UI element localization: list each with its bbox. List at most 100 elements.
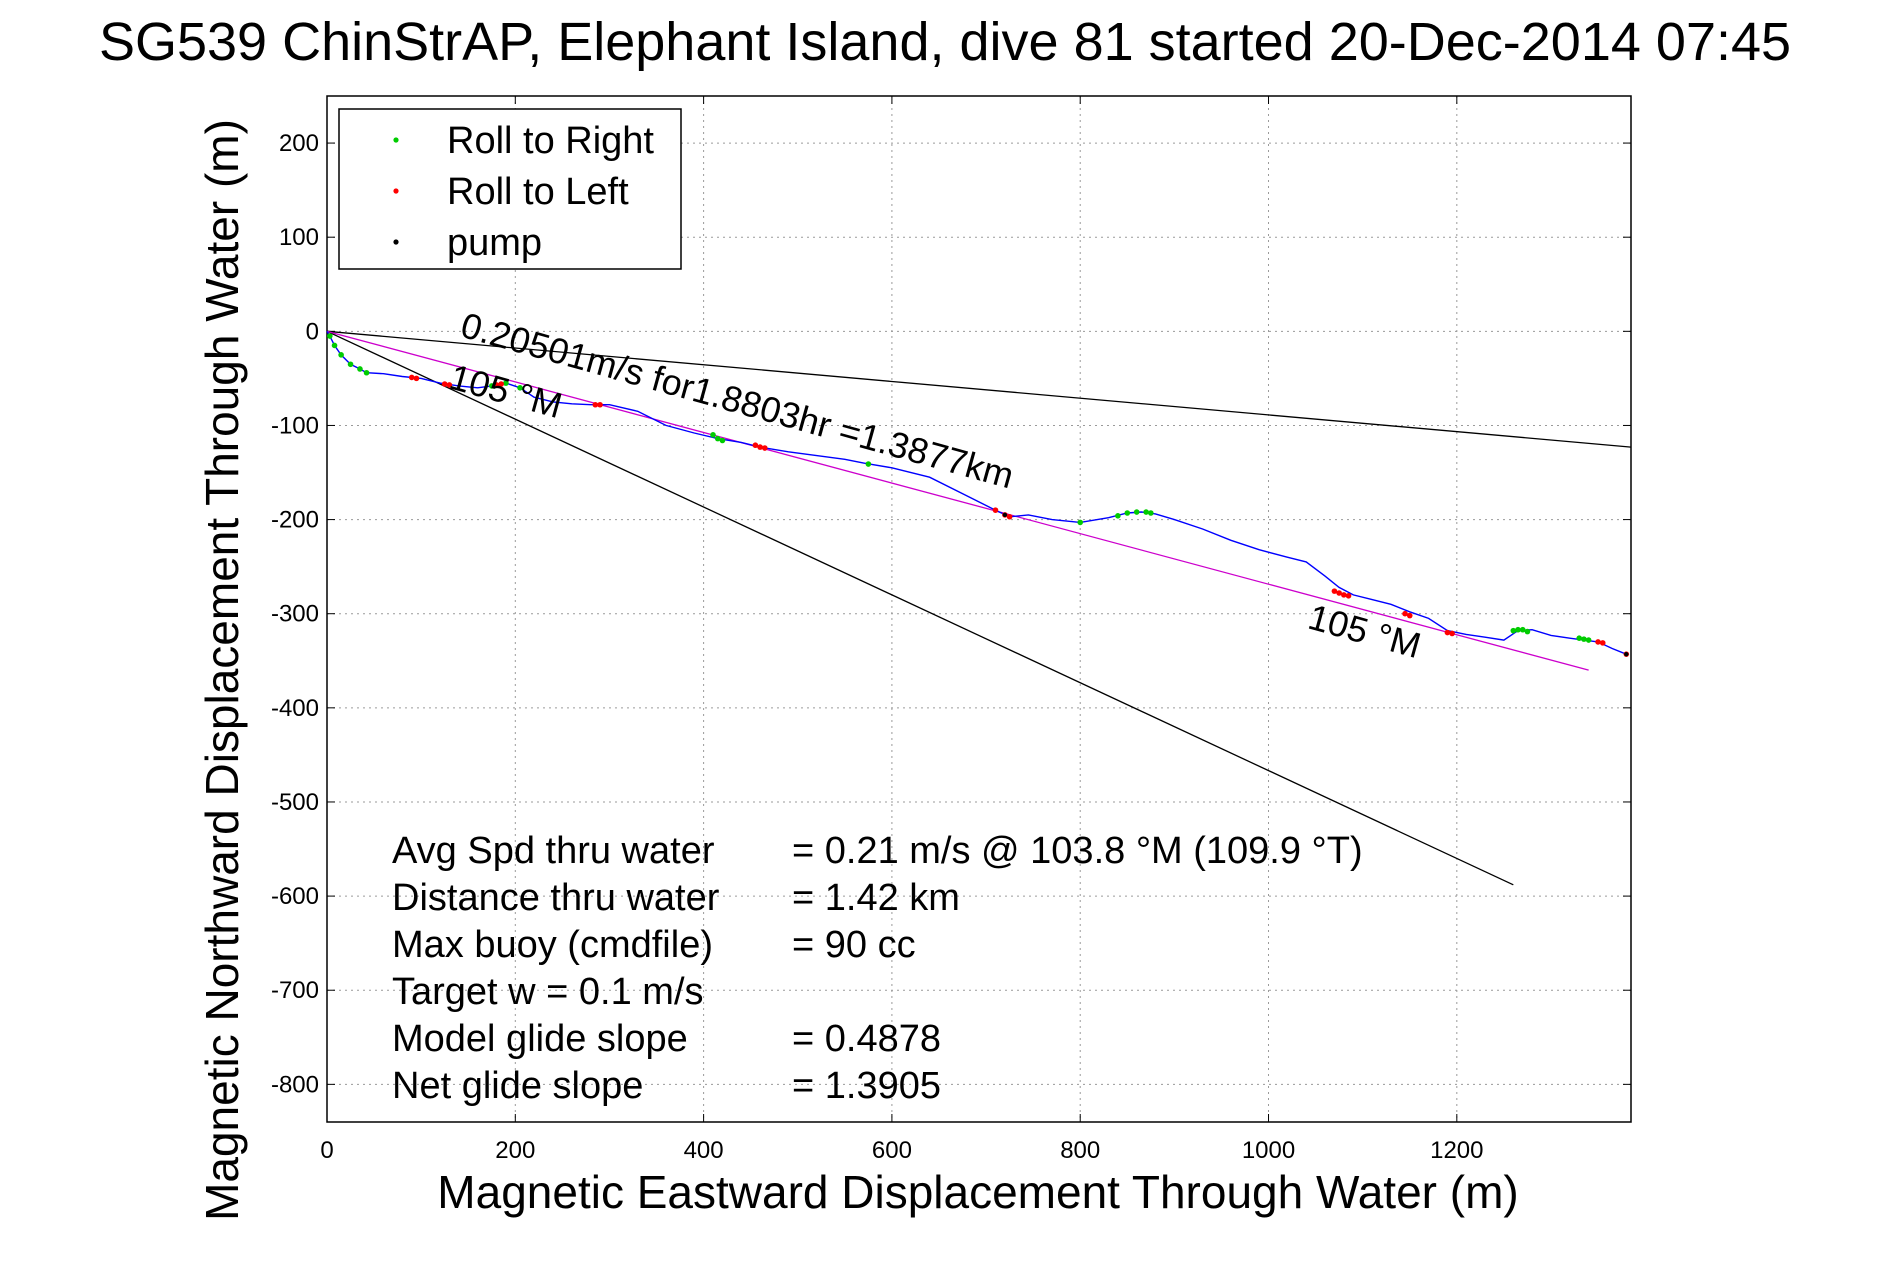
roll-right-point [517,384,523,391]
roll-right-point [347,361,354,368]
legend-label: pump [447,222,542,264]
stat-label: Model glide slope [392,1018,688,1060]
roll-left-point [1341,592,1347,598]
roll-points [327,333,1630,657]
roll-left-point [992,507,999,513]
legend-label: Roll to Left [447,171,629,213]
y-tick-label: -200 [271,507,319,534]
track-layer [326,330,1627,655]
roll-right-point [1576,635,1583,641]
roll-left-point [446,382,453,388]
roll-right-point [1524,628,1531,635]
x-tick-labels: 0 200 400 600 800 1000 1200 [320,1137,1483,1164]
roll-right-point [1077,519,1084,526]
y-tick-label: 100 [279,224,319,251]
roll-right-point [1143,509,1149,515]
roll-left-point [1449,630,1455,637]
y-tick-label: -700 [271,977,319,1004]
y-tick-label: -100 [271,412,319,439]
plot-frame [326,95,1632,1123]
roll-left-point [1402,610,1408,617]
x-tick-label: 0 [320,1137,333,1164]
stat-value: = 90 cc [792,924,916,966]
roll-right-point [357,366,363,372]
roll-right-point [1124,510,1131,516]
stat-value: = 0.21 m/s @ 103.8 °M (109.9 °T) [792,830,1363,872]
y-tick-label: -500 [271,789,319,816]
x-tick-label: 1000 [1242,1137,1295,1164]
track-line [326,330,1627,655]
roll-right-point [1133,509,1140,515]
roll-left-point [493,382,500,388]
legend-label: Roll to Right [447,120,654,162]
tick-marks [326,96,1631,1122]
roll-right-point [1115,513,1121,519]
legend: Roll to Right Roll to Left pump [338,108,682,270]
roll-left-point [1331,588,1338,594]
roll-left-point [752,442,759,449]
roll-left-point [1444,629,1451,636]
roll-left-point [413,375,420,382]
roll-right-point [1510,627,1517,634]
stat-label: Max buoy (cmdfile) [392,924,713,966]
roll-right-point [1581,636,1587,642]
roll-right-point [714,435,721,442]
roll-left-point [1006,513,1013,520]
roll-left-point [597,401,603,408]
pump-point [1624,651,1629,657]
roll-right-point [331,342,338,349]
stat-value: = 1.3905 [792,1065,941,1107]
stat-label: Target w = 0.1 m/s [392,971,704,1013]
x-tick-label: 1200 [1430,1137,1483,1164]
chart-title: SG539 ChinStrAP, Elephant Island, dive 8… [99,12,1791,72]
roll-right-point [1585,637,1592,643]
roll-left-point [1406,612,1413,619]
roll-right-point [865,461,872,467]
y-tick-label: 0 [306,318,319,345]
roll-left-point [1595,639,1601,645]
y-axis-label: Magnetic Northward Displacement Through … [196,119,248,1221]
legend-marker [393,137,399,143]
roll-left-point [408,374,415,381]
y-tick-label: -400 [271,695,319,722]
roll-left-point [498,381,504,387]
roll-left-point [762,445,768,451]
roll-left-point [1336,590,1342,596]
stat-value: = 0.4878 [792,1018,941,1060]
pump-point [1002,512,1008,518]
stat-label: Distance thru water [392,877,720,919]
roll-right-point [1515,626,1521,633]
x-tick-label: 800 [1060,1137,1100,1164]
roll-right-point [338,352,344,358]
heading-line [326,330,1589,671]
roll-right-point [488,383,495,389]
roll-left-point [592,401,599,408]
roll-right-point [363,369,370,376]
roll-right-point [503,380,509,386]
x-axis-label: Magnetic Eastward Displacement Through W… [437,1166,1518,1218]
roll-right-point [1519,626,1526,633]
stats-block: Avg Spd thru water = 0.21 m/s @ 103.8 °M … [392,830,1363,1107]
roll-left-point [1345,593,1352,599]
bound-line [326,330,1514,886]
legend-marker [393,188,399,194]
stat-label: Avg Spd thru water [392,830,715,872]
y-tick-labels: 200 100 0 -100 -200 -300 -400 -500 -600 -700 -800 [271,130,319,1098]
x-tick-label: 200 [495,1137,535,1164]
roll-left-point [1599,640,1606,646]
y-tick-label: -300 [271,601,319,628]
stat-label: Net glide slope [392,1065,643,1107]
roll-right-point [719,437,726,444]
roll-left-point [441,381,448,387]
y-tick-label: -600 [271,883,319,910]
roll-left-point [757,444,763,450]
roll-right-point [710,432,716,438]
stat-value: = 1.42 km [792,877,960,919]
x-tick-label: 400 [684,1137,724,1164]
roll-right-point [327,333,333,339]
bound-line [326,330,1632,448]
y-tick-label: -800 [271,1071,319,1098]
reference-lines [326,330,1632,886]
x-tick-label: 600 [872,1137,912,1164]
